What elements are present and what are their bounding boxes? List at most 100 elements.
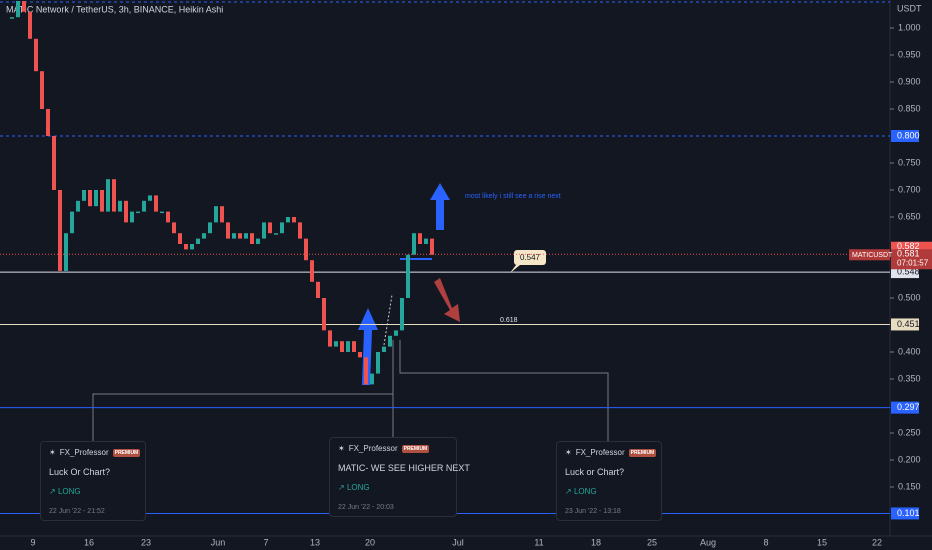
candle bbox=[112, 179, 116, 212]
y-tick-label: 0.650 bbox=[898, 211, 921, 221]
candle bbox=[178, 233, 182, 244]
candle bbox=[382, 346, 386, 352]
connector bbox=[399, 340, 609, 441]
candle bbox=[418, 233, 422, 244]
idea-title: Luck Or Chart? bbox=[49, 467, 111, 477]
y-tick-label: 0.850 bbox=[898, 103, 921, 113]
idea-card[interactable]: ✶ FX_Professor PREMIUM Luck or Chart? ↗ LONG… bbox=[556, 441, 662, 521]
candle bbox=[412, 233, 416, 255]
level-label: 0.297 bbox=[897, 402, 920, 412]
candle bbox=[202, 233, 206, 239]
y-tick-label: 0.950 bbox=[898, 49, 921, 59]
author-icon: ✶ bbox=[49, 448, 56, 457]
candle bbox=[22, 0, 26, 12]
candle bbox=[190, 244, 194, 250]
candle bbox=[88, 190, 92, 207]
candle bbox=[238, 233, 242, 239]
callout-label: 0.547 bbox=[520, 253, 541, 262]
candle bbox=[100, 190, 104, 212]
direction-row: ↗ LONG bbox=[49, 487, 137, 496]
candle bbox=[154, 195, 158, 212]
level-label: 0.451 bbox=[897, 319, 920, 329]
y-tick-label: 0.500 bbox=[898, 292, 921, 302]
candle bbox=[364, 357, 368, 385]
chart-title: MATIC Network / TetherUS, 3h, BINANCE, H… bbox=[6, 4, 223, 14]
x-tick-label: 7 bbox=[263, 537, 268, 547]
idea-title: Luck or Chart? bbox=[565, 467, 625, 477]
candle bbox=[70, 211, 74, 234]
candle bbox=[400, 298, 404, 331]
axis-unit: USDT bbox=[897, 3, 922, 13]
author: FX_Professor bbox=[348, 444, 398, 453]
candle bbox=[220, 206, 224, 223]
candle bbox=[328, 330, 332, 347]
idea-date: 22 Jun '22 - 21:52 bbox=[49, 508, 105, 515]
author-row: ✶ FX_Professor PREMIUM bbox=[565, 448, 657, 457]
candle bbox=[82, 190, 86, 201]
candle bbox=[10, 17, 14, 19]
candle bbox=[316, 281, 320, 298]
candle bbox=[388, 335, 392, 347]
callout-tail bbox=[510, 265, 520, 273]
candle bbox=[232, 233, 236, 239]
y-tick-label: 0.200 bbox=[898, 454, 921, 464]
y-tick-label: 0.750 bbox=[898, 157, 921, 167]
candle bbox=[106, 179, 110, 212]
badge: PREMIUM bbox=[112, 448, 141, 457]
candle bbox=[244, 233, 248, 239]
candle bbox=[46, 109, 50, 136]
level-label: 0.101 bbox=[897, 508, 920, 518]
x-tick-label: 15 bbox=[817, 537, 827, 547]
level-tag bbox=[891, 318, 919, 331]
candle bbox=[340, 341, 344, 352]
candle bbox=[430, 238, 434, 255]
idea-card[interactable]: ✶ FX_Professor PREMIUM MATIC- WE SEE HIGHER… bbox=[329, 437, 470, 517]
idea-title: MATIC- WE SEE HIGHER NEXT bbox=[338, 463, 470, 473]
candle bbox=[322, 298, 326, 331]
x-tick-label: 23 bbox=[141, 537, 151, 547]
candle bbox=[226, 222, 230, 239]
candle bbox=[58, 190, 62, 271]
direction: LONG bbox=[346, 483, 370, 492]
up-arrow bbox=[358, 308, 378, 385]
candle bbox=[196, 238, 200, 244]
candle bbox=[16, 0, 20, 18]
candle bbox=[358, 352, 362, 358]
direction-icon: ↗ bbox=[565, 487, 574, 496]
candle bbox=[208, 222, 212, 234]
candle bbox=[34, 38, 38, 72]
y-tick-label: 0.250 bbox=[898, 427, 921, 437]
candle bbox=[130, 211, 134, 223]
candle bbox=[124, 200, 128, 223]
trend-line bbox=[383, 294, 393, 346]
level-label: 0.800 bbox=[897, 130, 920, 140]
countdown: 07:01:57 bbox=[897, 258, 929, 267]
candle bbox=[148, 195, 152, 201]
down-arrow bbox=[434, 278, 460, 322]
candle bbox=[286, 217, 290, 223]
symbol: MATICUSDT bbox=[852, 252, 893, 259]
candle bbox=[298, 222, 302, 239]
annotation-note: most likely i still see a rise next bbox=[465, 193, 561, 200]
x-tick-label: 16 bbox=[84, 537, 94, 547]
author-row: ✶ FX_Professor PREMIUM bbox=[338, 444, 448, 453]
x-tick-label: 8 bbox=[763, 537, 768, 547]
level-label: 0.548 bbox=[897, 266, 920, 276]
x-tick-label: Aug bbox=[700, 537, 716, 547]
candle bbox=[40, 71, 44, 109]
idea-card[interactable]: ✶ FX_Professor PREMIUM Luck Or Chart? ↗ LONG… bbox=[40, 441, 146, 521]
author-icon: ✶ bbox=[338, 444, 345, 453]
y-tick-label: 0.400 bbox=[898, 346, 921, 356]
x-tick-label: 11 bbox=[534, 537, 543, 547]
candle bbox=[118, 200, 122, 212]
x-tick-label: 13 bbox=[310, 537, 320, 547]
level-tag bbox=[891, 401, 919, 414]
candle bbox=[334, 341, 338, 347]
candle bbox=[406, 254, 410, 298]
symbol-tag bbox=[849, 249, 890, 261]
candle bbox=[64, 233, 68, 271]
idea-date: 22 Jun '22 - 20:03 bbox=[338, 504, 394, 511]
connector bbox=[92, 340, 394, 441]
candle bbox=[214, 206, 218, 223]
